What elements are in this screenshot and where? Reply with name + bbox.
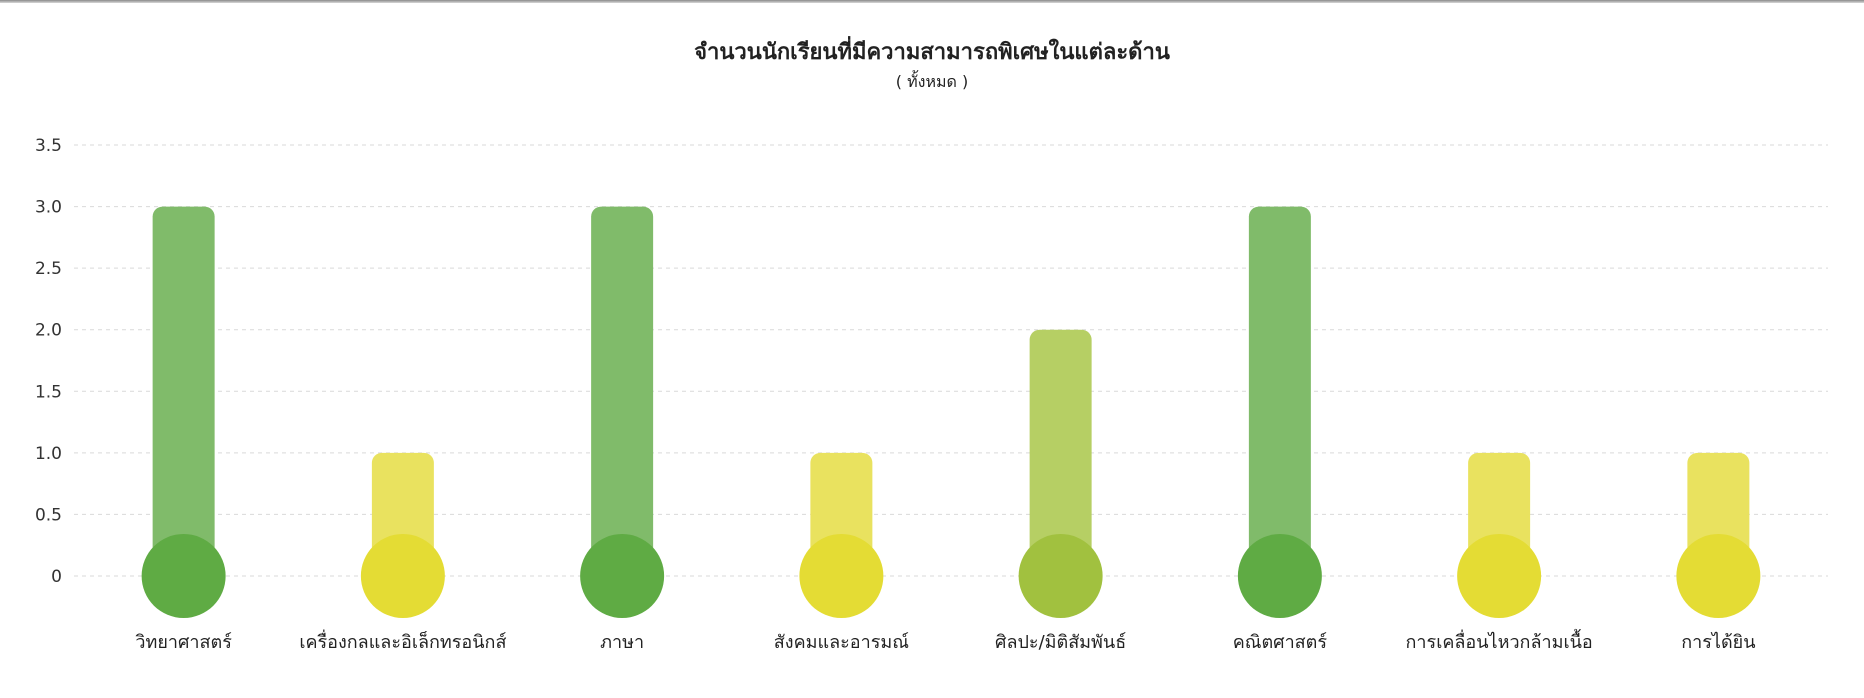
category-label: การเคลื่อนไหวกล้ามเนื้อ	[1406, 629, 1593, 653]
bar[interactable]	[1029, 329, 1092, 576]
bar[interactable]	[1248, 206, 1311, 577]
chart-title: จำนวนนักเรียนที่มีความสามารถพิเศษในแต่ละ…	[694, 40, 1170, 65]
y-tick-label: 1.0	[35, 444, 62, 464]
bar-base-dot[interactable]	[580, 534, 665, 618]
bar-base-dot[interactable]	[1237, 534, 1322, 618]
bar[interactable]	[152, 206, 215, 577]
y-tick-label: 2.0	[35, 321, 62, 341]
bars	[141, 206, 1761, 618]
chart-subtitle: ( ทั้งหมด )	[895, 72, 969, 91]
bar-base-dot[interactable]	[141, 534, 226, 618]
bar-base-dot[interactable]	[799, 534, 884, 618]
category-label: สังคมและอารมณ์	[774, 632, 909, 653]
y-tick-label: 3.0	[35, 198, 62, 218]
category-label: การได้ยิน	[1681, 631, 1755, 653]
y-tick-label: 1.5	[35, 382, 62, 402]
bar-base-dot[interactable]	[1676, 534, 1761, 618]
y-tick-label: 0.5	[35, 505, 62, 525]
bar[interactable]	[591, 206, 654, 577]
y-tick-label: 0	[51, 567, 62, 587]
category-label: ศิลปะ/มิติสัมพันธ์	[995, 632, 1126, 653]
x-axis-labels: วิทยาศาสตร์ เครื่องกลและอิเล็กทรอนิกส์ ภาษ…	[135, 629, 1755, 653]
category-label: ภาษา	[600, 632, 644, 653]
top-border	[0, 0, 1864, 3]
bar-base-dot[interactable]	[1457, 534, 1542, 618]
bar-base-dot[interactable]	[1018, 534, 1103, 618]
y-tick-label: 2.5	[35, 259, 62, 279]
gridlines	[74, 144, 1828, 577]
y-axis-ticks: 0 0.5 1.0 1.5 2.0 2.5 3.0 3.5	[35, 136, 62, 587]
category-label: วิทยาศาสตร์	[135, 632, 232, 653]
y-tick-label: 3.5	[35, 136, 62, 156]
category-label: คณิตศาสตร์	[1233, 632, 1328, 653]
bar-base-dot[interactable]	[360, 534, 445, 618]
category-label: เครื่องกลและอิเล็กทรอนิกส์	[299, 629, 506, 653]
